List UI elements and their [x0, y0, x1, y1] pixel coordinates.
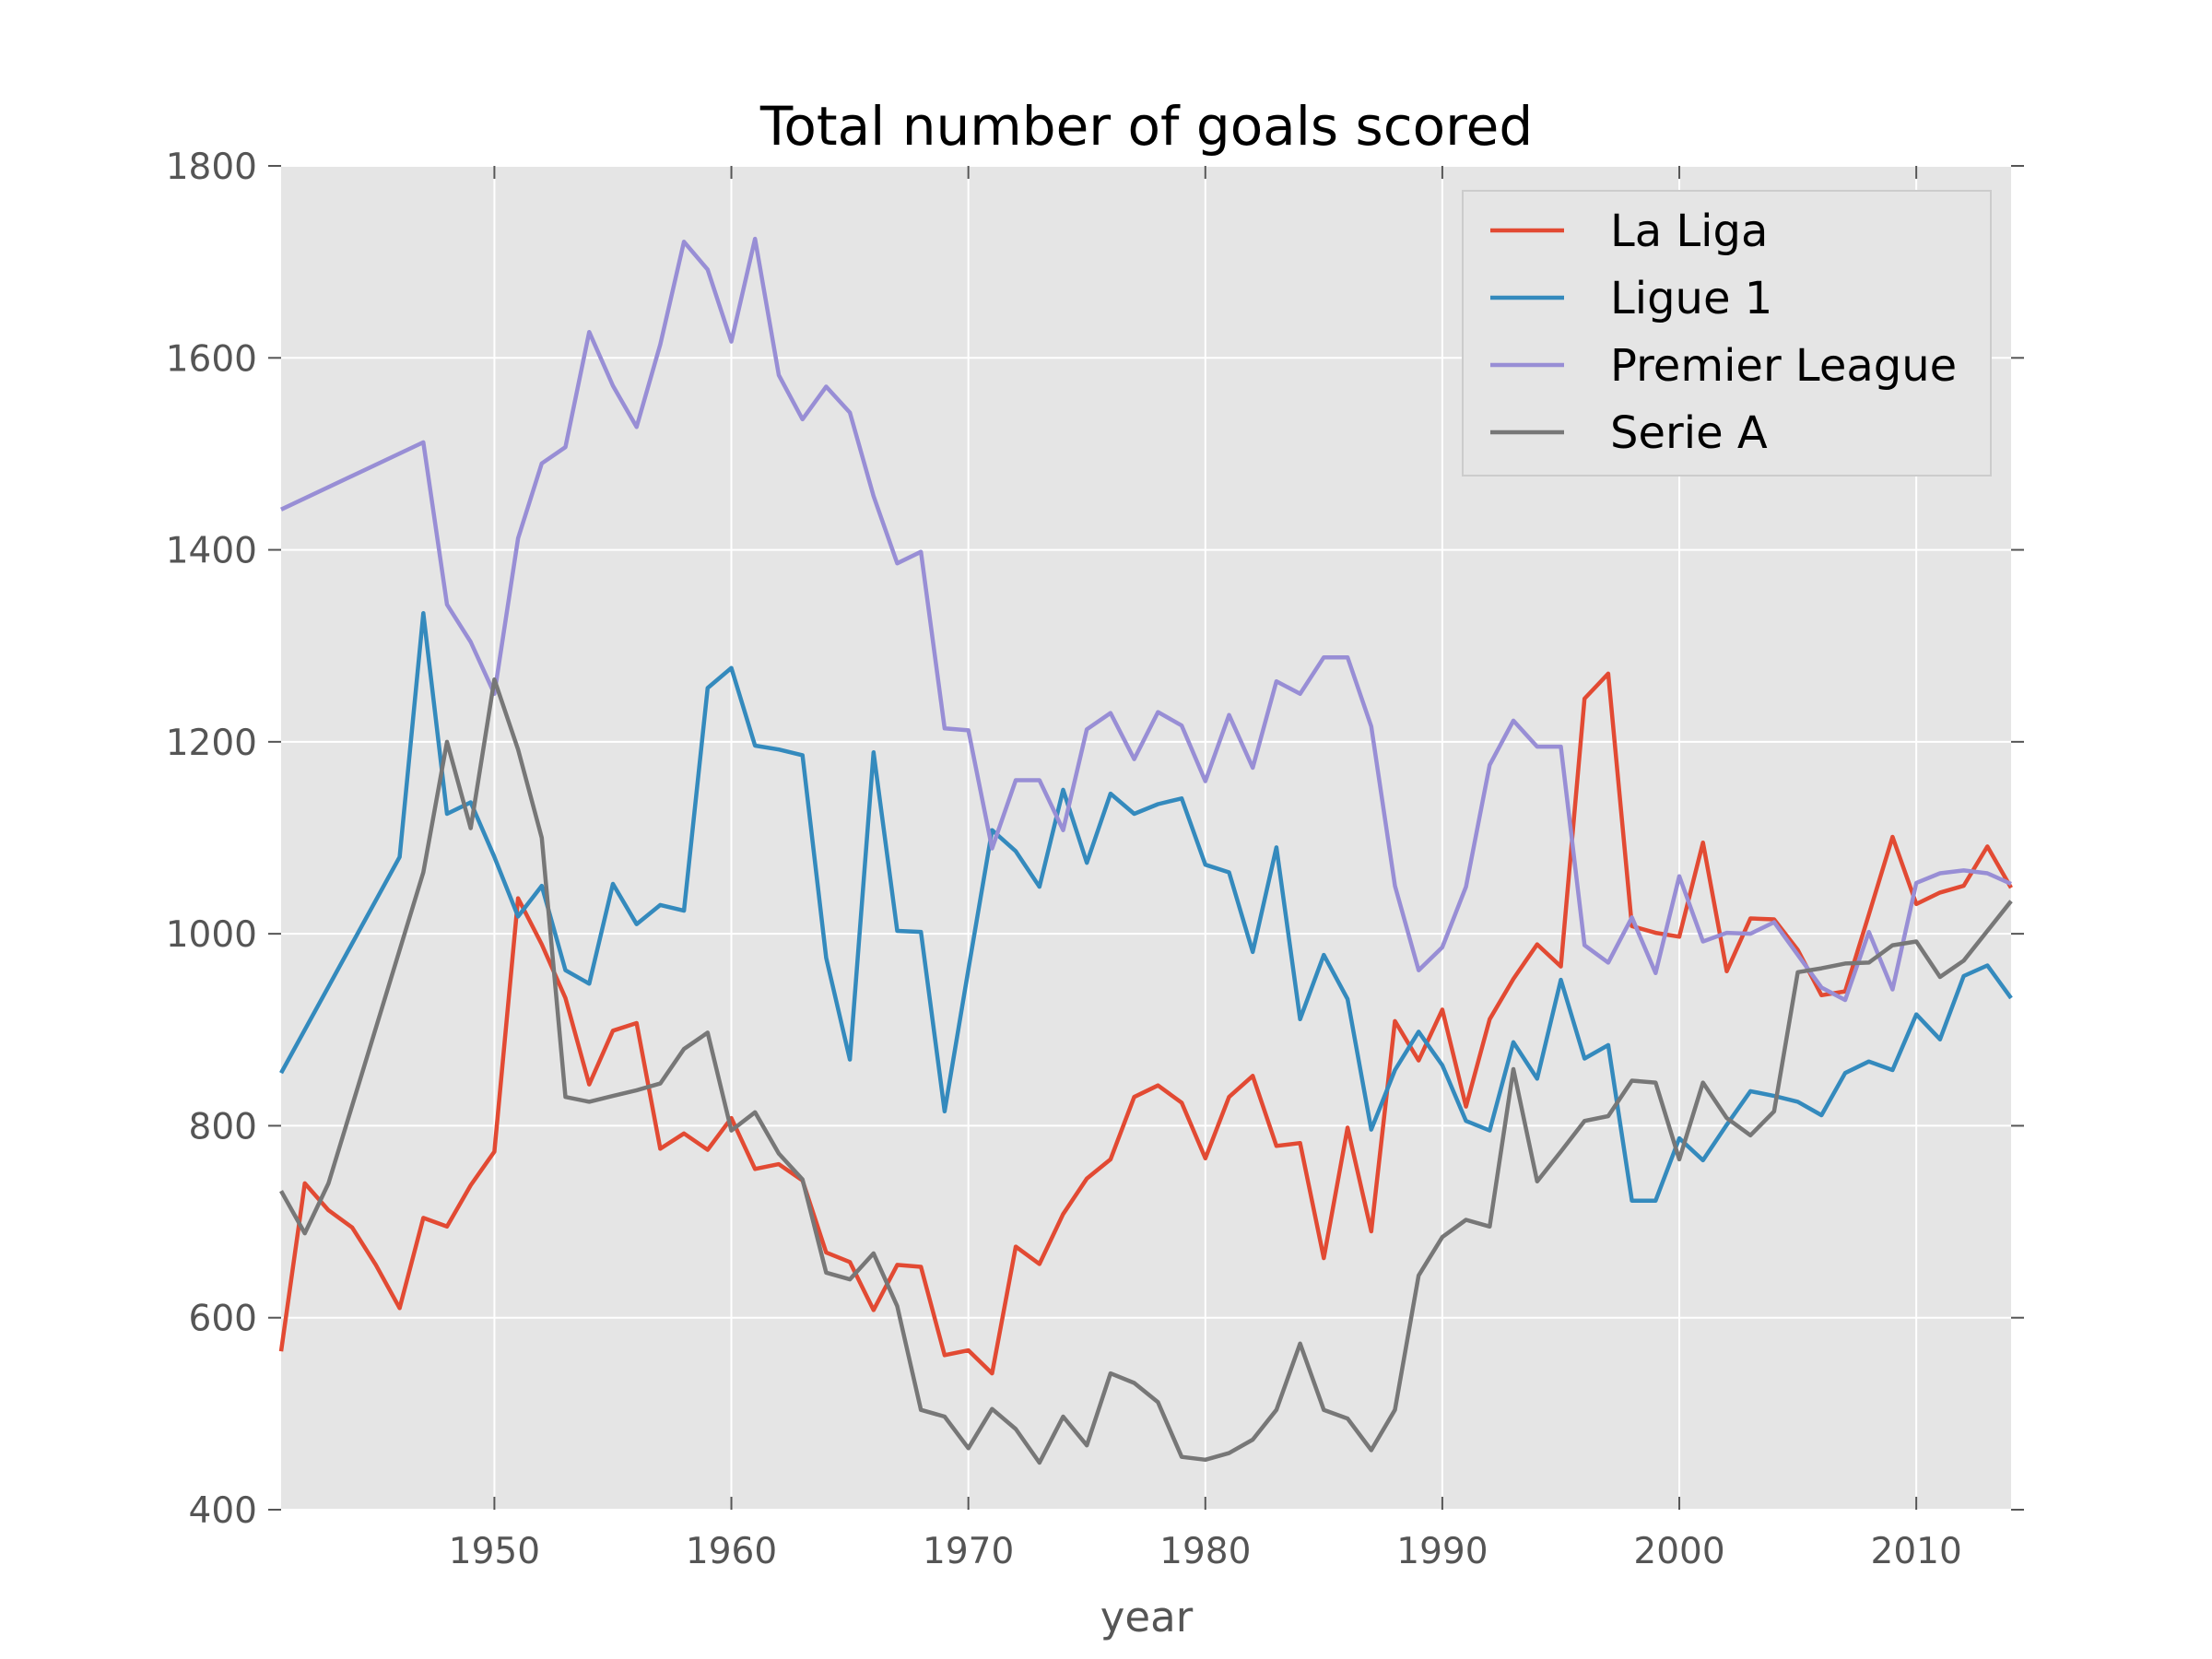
x-tick-label: 1950 [449, 1531, 540, 1572]
legend-label-ligue-1: Ligue 1 [1610, 273, 1772, 324]
series-line-premier-league [280, 236, 2012, 1003]
x-tick-labels: 1950 1960 1970 1980 1990 2000 2010 [449, 1531, 1962, 1572]
series-line-ligue-1 [279, 611, 2013, 1203]
x-tick-label: 1990 [1396, 1531, 1488, 1572]
y-tick-label: 1000 [166, 914, 257, 956]
axis-ticks [268, 165, 2024, 1511]
y-tick-label: 1600 [166, 338, 257, 380]
y-tick-labels: 400 600 800 1000 1200 1400 1600 1800 [166, 147, 257, 1532]
x-tick-label: 2000 [1633, 1531, 1724, 1572]
y-tick-label: 800 [189, 1106, 257, 1147]
series-line-la-liga [278, 671, 2013, 1376]
x-tick-label: 1960 [686, 1531, 777, 1572]
y-tick-label: 1200 [166, 723, 257, 764]
legend-items: La Liga Ligue 1 Premier League Serie A [1490, 206, 1957, 459]
y-tick-label: 1800 [166, 147, 257, 188]
series-line-serie-a [279, 677, 2013, 1465]
chart-title: Total number of goals scored [759, 95, 1533, 158]
legend-label-la-liga: La Liga [1610, 206, 1768, 257]
x-tick-label: 1970 [923, 1531, 1014, 1572]
legend: La Liga Ligue 1 Premier League Serie A [1462, 190, 1992, 477]
x-tick-label: 1980 [1159, 1531, 1251, 1572]
legend-label-serie-a: Serie A [1610, 407, 1768, 459]
x-axis-label: year [1100, 1593, 1194, 1641]
series-lines [278, 236, 2013, 1465]
legend-label-premier-league: Premier League [1610, 340, 1957, 392]
y-tick-label: 1400 [166, 531, 257, 572]
y-tick-label: 600 [189, 1299, 257, 1340]
y-tick-label: 400 [189, 1490, 257, 1532]
legend-box [1462, 190, 1992, 477]
x-tick-label: 2010 [1871, 1531, 1962, 1572]
